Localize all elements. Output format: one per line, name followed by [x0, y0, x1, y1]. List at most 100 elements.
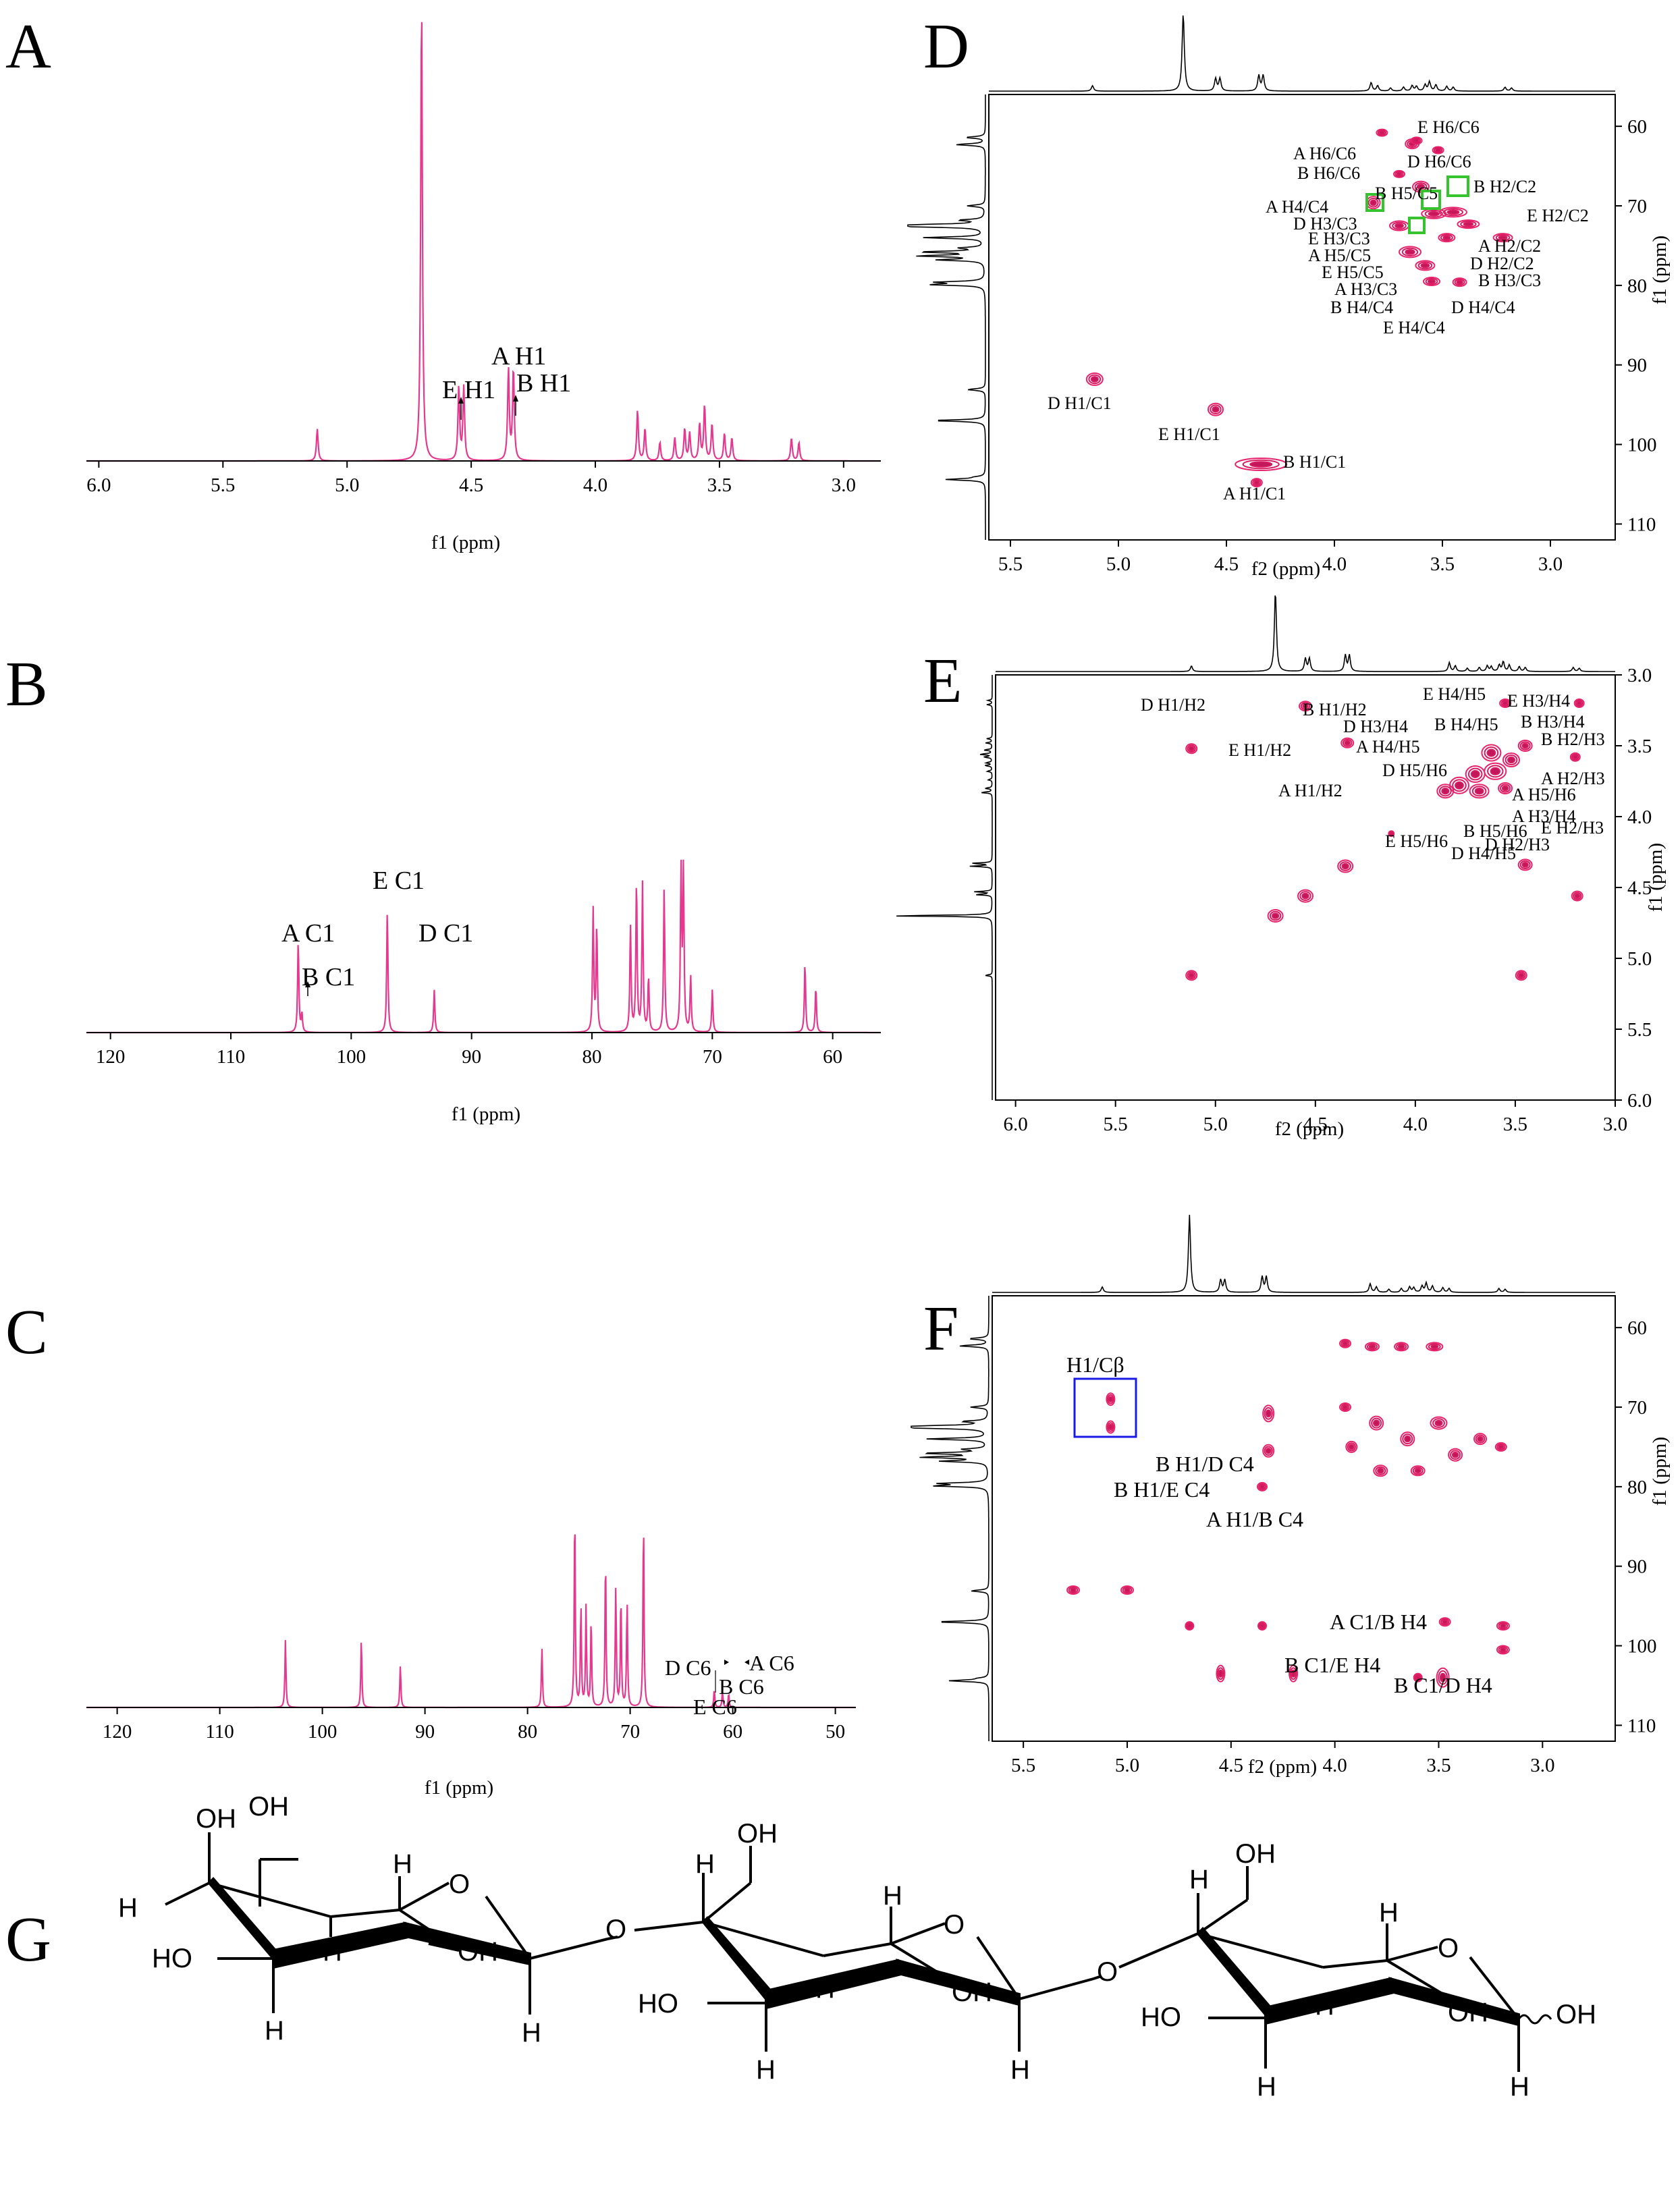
contour-peak	[1340, 737, 1355, 748]
x-tick-label: 5.5	[211, 474, 235, 496]
contour-peak	[1187, 744, 1196, 753]
x-tick-label: 5.5	[998, 553, 1023, 575]
contour-peak	[1258, 1622, 1266, 1630]
contour-peak	[1399, 246, 1421, 258]
y-tick-label: 90	[1627, 1556, 1647, 1578]
x-tick-label: 110	[217, 1046, 245, 1068]
contour-peak	[1342, 1341, 1349, 1346]
contour-peak	[1575, 699, 1583, 707]
contour-peak	[1475, 1434, 1486, 1444]
annotations-d: E H6/C6 A H6/C6 D H6/C6 B H6/C6 B H5/C5 …	[1048, 117, 1589, 503]
x-tick-label: 5.0	[1203, 1114, 1228, 1135]
x-tick-label: 60	[823, 1046, 842, 1068]
contour-peak	[1500, 1623, 1507, 1628]
annotation-e-c6: E C6	[693, 1695, 737, 1719]
arrowhead-d-c6	[724, 1660, 729, 1665]
y-tick-label: 60	[1627, 1317, 1647, 1339]
contour-peak	[1370, 199, 1377, 207]
atom-o-ring-3: O	[1438, 1934, 1459, 1963]
contour-peak	[1348, 1444, 1355, 1450]
x-tick-label: 70	[703, 1046, 722, 1068]
atom-ho-1: HO	[152, 1944, 192, 1973]
ann-d-12: D H2/C2	[1470, 254, 1534, 273]
contour-peak	[1412, 137, 1421, 144]
contour-peak	[1502, 752, 1520, 767]
contour-peak	[1300, 702, 1311, 711]
contour-peak	[1571, 890, 1583, 902]
contour-peak	[1212, 406, 1220, 413]
panel-label-f: F	[923, 1294, 958, 1364]
annotation-d-c1: D C1	[418, 919, 473, 948]
atom-h-5: H	[522, 2018, 541, 2048]
atom-h-9: H	[756, 2055, 776, 2085]
contour-peak	[1420, 263, 1430, 269]
x-tick-label: 100	[308, 1721, 337, 1743]
ann-d-22: A H1/C1	[1223, 484, 1286, 503]
contour-peak	[1342, 738, 1353, 747]
ann-f-5: B C1/E H4	[1284, 1653, 1380, 1677]
contour-peak	[1413, 138, 1420, 143]
contour-peak	[1187, 971, 1196, 980]
contour-peak	[1456, 279, 1463, 285]
x-tick-label: 5.5	[1104, 1114, 1128, 1135]
contour-peak	[1235, 458, 1288, 471]
contour-peak	[1435, 148, 1442, 153]
panel-label-d: D	[923, 11, 969, 82]
highlight-box-d-4	[1408, 217, 1426, 234]
ann-d-7: D H3/C3	[1293, 214, 1357, 234]
contour-peak	[1430, 1344, 1439, 1349]
contour-peak	[1490, 767, 1501, 775]
y-tick-label: 90	[1627, 355, 1647, 377]
contour-peak	[1367, 198, 1379, 208]
y-ticks-e: 3.0 3.5 4.0 4.5 5.0 5.5 6.0	[1615, 665, 1652, 1112]
annotation-a-c6: A C6	[749, 1651, 794, 1675]
y-tick-label: 3.0	[1627, 665, 1652, 686]
ann-e-0: D H1/H2	[1141, 695, 1205, 715]
x-tick-label: 5.0	[1106, 553, 1131, 575]
x-tick-label: 120	[96, 1046, 126, 1068]
atom-oh-3: OH	[458, 1937, 498, 1967]
contour-peak	[1576, 701, 1582, 706]
contour-peak	[1439, 1672, 1446, 1682]
contour-peak	[1373, 1464, 1388, 1477]
ring-2	[701, 1846, 1094, 2052]
x-axis-title-b: f1 (ppm)	[452, 1103, 520, 1125]
contour-peak	[1347, 1442, 1356, 1452]
x-tick-label: 4.0	[1323, 1755, 1347, 1776]
atom-oh-7: OH	[1448, 1998, 1488, 2027]
ring-1	[165, 1832, 608, 2015]
x-tick-label: 3.0	[1603, 1114, 1627, 1135]
x-tick-label: 3.5	[1430, 553, 1455, 575]
contour-peak	[1469, 784, 1490, 799]
y-axis-title-f: f1 (ppm)	[1649, 1437, 1671, 1506]
ann-f-0: H1/Cβ	[1066, 1352, 1124, 1377]
projection-side-f	[911, 1296, 990, 1741]
ann-e-8: E H3/H4	[1507, 691, 1570, 711]
contour-peak	[1344, 740, 1351, 746]
y-ticks-f: 60 70 80 90 100 110	[1615, 1317, 1657, 1736]
x-tick-label: 90	[415, 1721, 435, 1743]
x-tick-label: 70	[620, 1721, 640, 1743]
contour-peak	[1186, 1622, 1193, 1630]
contour-peak	[1365, 1342, 1380, 1352]
contour-peak	[1393, 169, 1405, 178]
contour-peak	[1500, 699, 1510, 707]
highlight-box-h1-cbeta	[1073, 1377, 1137, 1438]
y-tick-label: 5.5	[1627, 1019, 1652, 1041]
contour-peak	[1463, 221, 1474, 227]
ann-e-12: A H2/H3	[1541, 769, 1605, 788]
annotations-f: H1/Cβ B H1/D C4 B H1/E C4 A H1/B C4 A C1…	[1066, 1352, 1492, 1697]
ann-f-3: A H1/B C4	[1206, 1507, 1303, 1531]
contour-peak	[1428, 1343, 1441, 1350]
atom-h-3: H	[323, 1937, 342, 1967]
contour-peak	[1108, 1396, 1113, 1402]
contour-peak	[1272, 912, 1280, 919]
ann-d-18: E H4/C4	[1383, 318, 1445, 337]
ann-d-19: D H1/C1	[1048, 393, 1112, 413]
contour-peak	[1410, 136, 1423, 145]
contour-peak	[1434, 147, 1443, 153]
y-tick-label: 80	[1627, 1477, 1647, 1498]
contour-peak	[1515, 970, 1527, 981]
x-axis-title-a: f1 (ppm)	[431, 532, 500, 553]
contour-peak	[1404, 1435, 1411, 1443]
